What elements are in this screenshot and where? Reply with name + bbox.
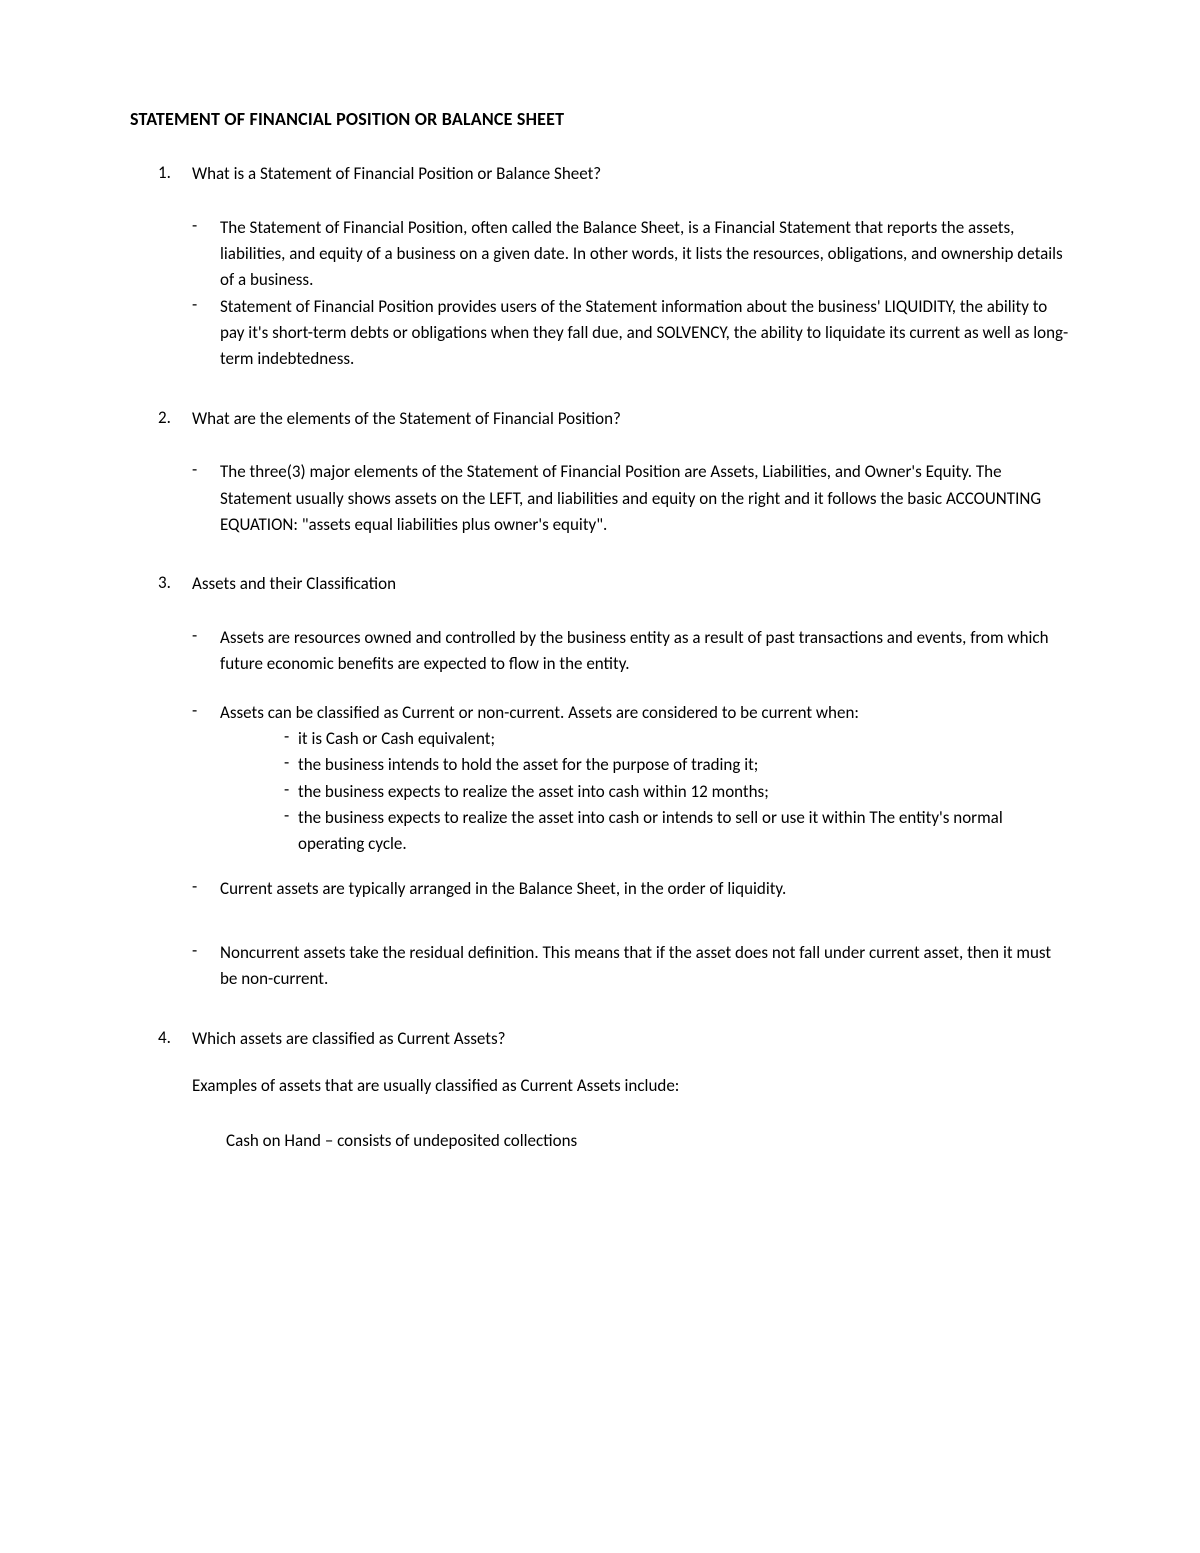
dash-icon: - — [284, 752, 298, 778]
dash-icon: - — [192, 625, 220, 678]
section-number: 2. — [158, 407, 192, 432]
dash-icon: - — [192, 294, 220, 373]
section-3-bullets-b: - Assets can be classified as Current or… — [192, 700, 1070, 726]
section-heading-text: Which assets are classified as Current A… — [192, 1027, 505, 1052]
bullet-item: - Noncurrent assets take the residual de… — [192, 940, 1070, 993]
bullet-text: Current assets are typically arranged in… — [220, 876, 786, 902]
document-page: STATEMENT OF FINANCIAL POSITION OR BALAN… — [0, 0, 1200, 1553]
bullet-text: Noncurrent assets take the residual defi… — [220, 940, 1070, 993]
section-number: 1. — [158, 162, 192, 187]
section-1-bullets: - The Statement of Financial Position, o… — [192, 215, 1070, 373]
section-heading-text: What are the elements of the Statement o… — [192, 407, 621, 432]
section-heading-text: Assets and their Classification — [192, 572, 396, 597]
section-3-heading: 3. Assets and their Classification — [158, 572, 1070, 597]
section-4-paragraph: Examples of assets that are usually clas… — [192, 1073, 1070, 1099]
sub-bullet-item: - it is Cash or Cash equivalent; — [284, 726, 1070, 752]
dash-icon: - — [192, 215, 220, 294]
bullet-item: - The three(3) major elements of the Sta… — [192, 459, 1070, 538]
sub-bullet-text: the business intends to hold the asset f… — [298, 752, 758, 778]
section-number: 3. — [158, 572, 192, 597]
dash-icon: - — [192, 876, 220, 902]
sub-bullet-item: - the business intends to hold the asset… — [284, 752, 1070, 778]
bullet-item: - Statement of Financial Position provid… — [192, 294, 1070, 373]
bullet-item: - Current assets are typically arranged … — [192, 876, 1070, 902]
bullet-text: The three(3) major elements of the State… — [220, 459, 1070, 538]
bullet-text: Assets can be classified as Current or n… — [220, 700, 859, 726]
section-3-bullets-d: - Noncurrent assets take the residual de… — [192, 940, 1070, 993]
bullet-text: Assets are resources owned and controlle… — [220, 625, 1070, 678]
sub-bullet-text: the business expects to realize the asse… — [298, 779, 769, 805]
dash-icon: - — [284, 805, 298, 858]
sub-bullet-text: it is Cash or Cash equivalent; — [298, 726, 495, 752]
dash-icon: - — [192, 940, 220, 993]
bullet-text: The Statement of Financial Position, oft… — [220, 215, 1070, 294]
sub-bullet-item: - the business expects to realize the as… — [284, 805, 1070, 858]
dash-icon: - — [284, 726, 298, 752]
bullet-item: - Assets can be classified as Current or… — [192, 700, 1070, 726]
section-number: 4. — [158, 1027, 192, 1052]
dash-icon: - — [284, 779, 298, 805]
document-title: STATEMENT OF FINANCIAL POSITION OR BALAN… — [130, 108, 1070, 130]
bullet-item: - Assets are resources owned and control… — [192, 625, 1070, 678]
section-3-sub-bullets: - it is Cash or Cash equivalent; - the b… — [284, 726, 1070, 858]
section-4-heading: 4. Which assets are classified as Curren… — [158, 1027, 1070, 1052]
sub-bullet-text: the business expects to realize the asse… — [298, 805, 1070, 858]
example-line: Cash on Hand – consists of undeposited c… — [226, 1128, 1070, 1154]
section-2-bullets: - The three(3) major elements of the Sta… — [192, 459, 1070, 538]
bullet-item: - The Statement of Financial Position, o… — [192, 215, 1070, 294]
sub-bullet-item: - the business expects to realize the as… — [284, 779, 1070, 805]
section-heading-text: What is a Statement of Financial Positio… — [192, 162, 601, 187]
dash-icon: - — [192, 459, 220, 538]
section-3-bullets-c: - Current assets are typically arranged … — [192, 876, 1070, 902]
dash-icon: - — [192, 700, 220, 726]
section-1-heading: 1. What is a Statement of Financial Posi… — [158, 162, 1070, 187]
section-3-bullets-a: - Assets are resources owned and control… — [192, 625, 1070, 678]
bullet-text: Statement of Financial Position provides… — [220, 294, 1070, 373]
section-2-heading: 2. What are the elements of the Statemen… — [158, 407, 1070, 432]
